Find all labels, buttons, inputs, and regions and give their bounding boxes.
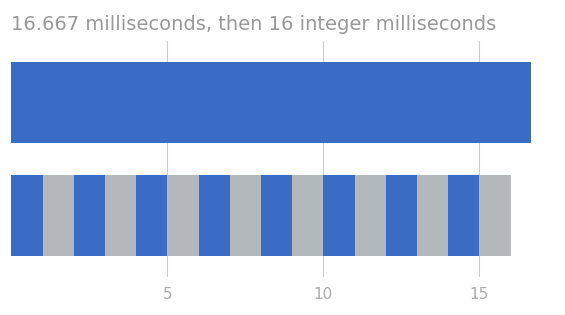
Bar [479, 175, 511, 256]
Bar [105, 175, 136, 256]
Bar [261, 175, 292, 256]
Bar [386, 175, 417, 256]
Bar [355, 175, 386, 256]
Bar [323, 175, 355, 256]
Bar [42, 175, 73, 256]
Bar [11, 175, 42, 256]
Bar [11, 62, 532, 143]
Text: 16.667 milliseconds, then 16 integer milliseconds: 16.667 milliseconds, then 16 integer mil… [11, 15, 497, 34]
Bar [448, 175, 479, 256]
Bar [292, 175, 323, 256]
Bar [167, 175, 198, 256]
Bar [136, 175, 167, 256]
Bar [73, 175, 105, 256]
Bar [230, 175, 261, 256]
Bar [417, 175, 448, 256]
Bar [198, 175, 230, 256]
